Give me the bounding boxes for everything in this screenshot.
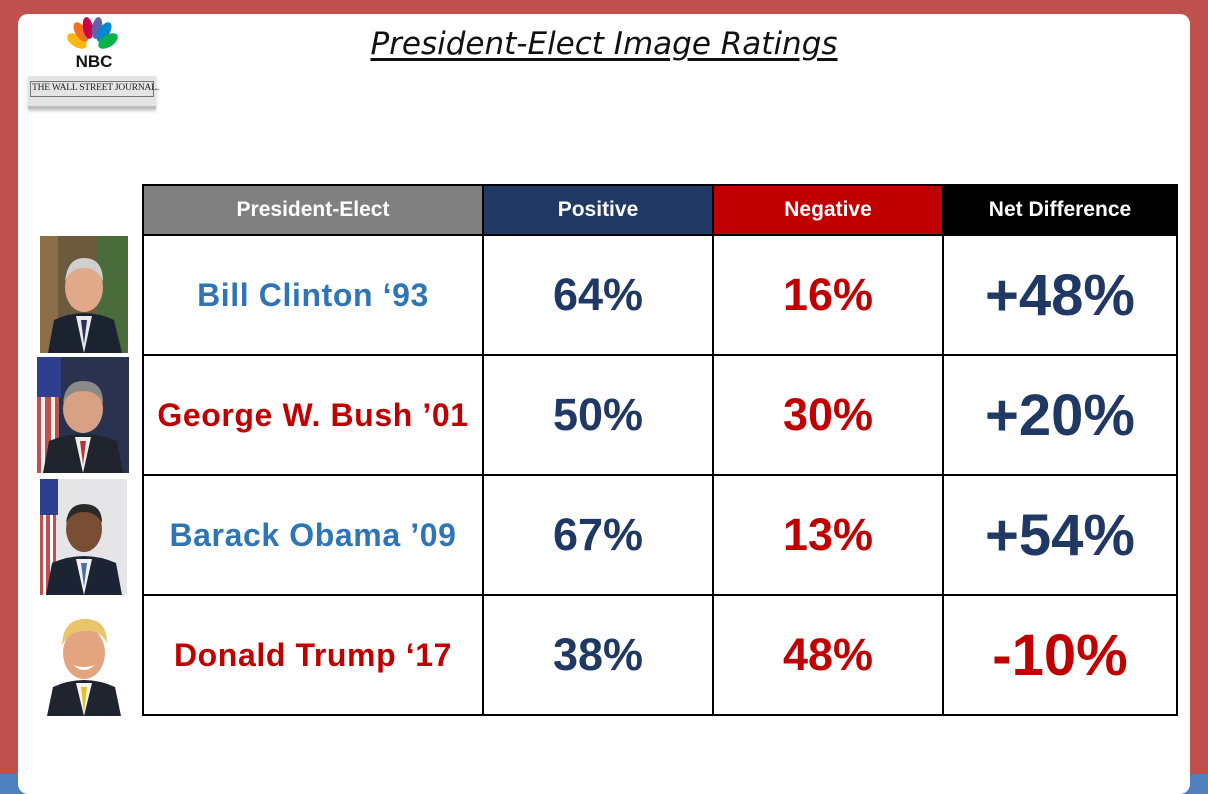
header-positive: Positive xyxy=(482,184,714,236)
nbc-wsj-logo: NBC THE WALL STREET JOURNAL. xyxy=(28,16,159,112)
header-net-difference: Net Difference xyxy=(942,184,1178,236)
nbc-wordmark: NBC xyxy=(75,52,113,71)
ratings-table: President-Elect Positive Negative Net Di… xyxy=(142,184,1178,716)
row-net-difference: +48% xyxy=(942,234,1178,356)
row-net-difference: +54% xyxy=(942,474,1178,596)
table-row: George W. Bush ’01 50% 30% +20% xyxy=(142,354,1178,476)
donald-trump-portrait-icon xyxy=(45,601,123,716)
table-row: Bill Clinton ‘93 64% 16% +48% xyxy=(142,234,1178,356)
table-header-row: President-Elect Positive Negative Net Di… xyxy=(142,184,1178,236)
table-row: Donald Trump ‘17 38% 48% -10% xyxy=(142,594,1178,716)
row-positive: 38% xyxy=(482,594,714,716)
row-negative: 13% xyxy=(712,474,944,596)
row-negative: 30% xyxy=(712,354,944,476)
row-name: Donald Trump ‘17 xyxy=(142,594,484,716)
page-title: President-Elect Image Ratings xyxy=(370,26,838,62)
row-positive: 50% xyxy=(482,354,714,476)
header-negative: Negative xyxy=(712,184,944,236)
bill-clinton-portrait-icon xyxy=(40,236,128,353)
row-name: George W. Bush ’01 xyxy=(142,354,484,476)
barack-obama-portrait-icon xyxy=(40,479,127,595)
header-president-elect: President-Elect xyxy=(142,184,484,236)
wsj-masthead: THE WALL STREET JOURNAL. xyxy=(28,76,159,109)
row-net-difference: +20% xyxy=(942,354,1178,476)
row-positive: 64% xyxy=(482,234,714,356)
row-name: Bill Clinton ‘93 xyxy=(142,234,484,356)
george-w-bush-portrait-icon xyxy=(37,357,129,473)
row-negative: 48% xyxy=(712,594,944,716)
table-row: Barack Obama ’09 67% 13% +54% xyxy=(142,474,1178,596)
wsj-masthead-border xyxy=(30,81,154,97)
wsj-wordmark: THE WALL STREET JOURNAL. xyxy=(32,83,159,93)
row-name: Barack Obama ’09 xyxy=(142,474,484,596)
row-positive: 67% xyxy=(482,474,714,596)
nbc-peacock-icon xyxy=(67,17,118,51)
row-negative: 16% xyxy=(712,234,944,356)
row-net-difference: -10% xyxy=(942,594,1178,716)
